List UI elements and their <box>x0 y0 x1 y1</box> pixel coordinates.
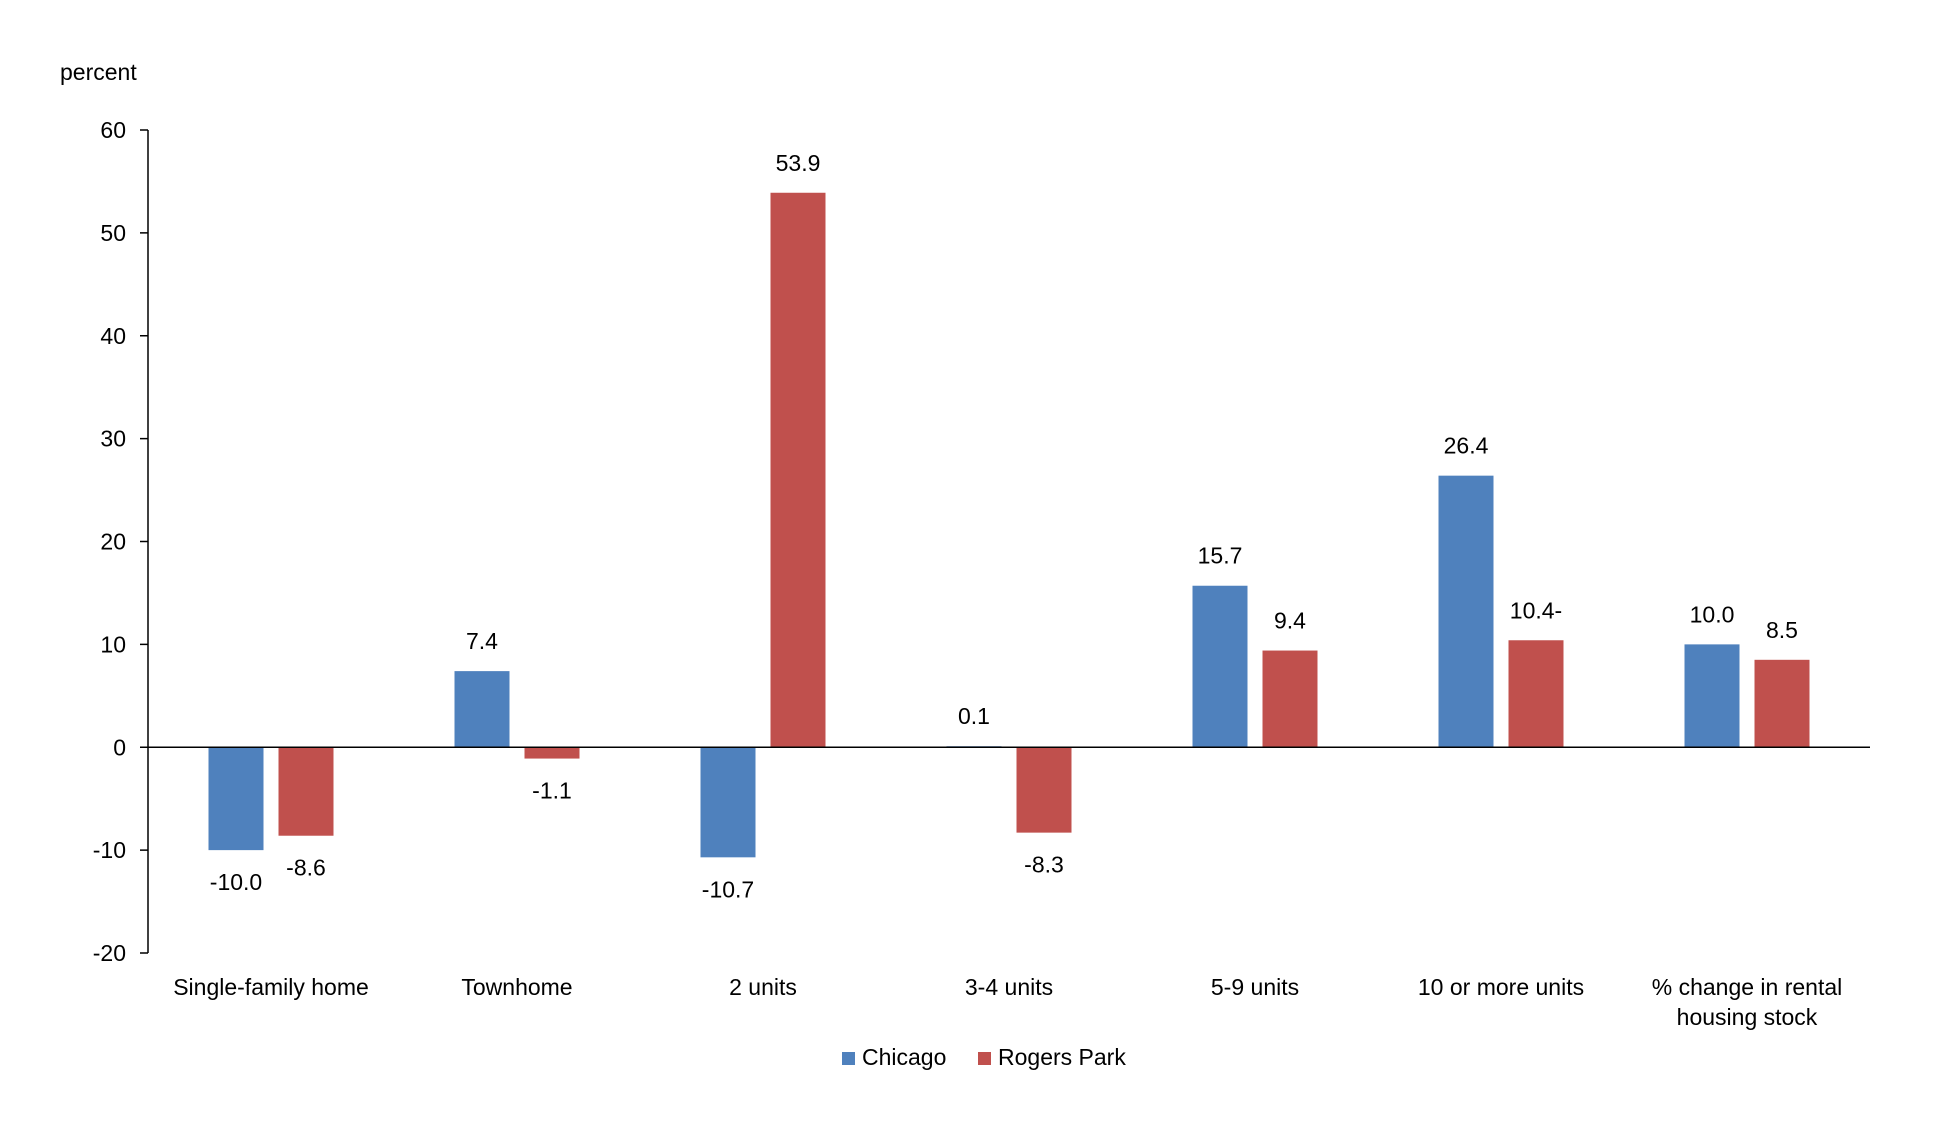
bar-rogers-park <box>770 192 826 748</box>
bar-rogers-park <box>1754 659 1810 748</box>
category-label-line: 2 units <box>729 974 797 1000</box>
category-label-line: 5-9 units <box>1211 974 1299 1000</box>
data-label: 10.0 <box>1690 601 1735 627</box>
category-label: Townhome <box>461 974 572 1000</box>
data-label: 0.1 <box>958 703 990 729</box>
data-label: 26.4 <box>1444 433 1489 459</box>
bar-chicago <box>700 747 756 858</box>
bar-rogers-park <box>1508 640 1564 748</box>
category-label-line: 10 or more units <box>1418 974 1584 1000</box>
data-label: 7.4 <box>466 628 498 654</box>
data-label: -8.3 <box>1024 852 1064 878</box>
y-tick-label: 0 <box>113 734 126 760</box>
bar-chicago <box>1438 475 1494 748</box>
category-label-line: housing stock <box>1677 1004 1818 1030</box>
legend-swatch <box>842 1052 855 1065</box>
y-tick-label: -20 <box>93 940 126 966</box>
category-label: 5-9 units <box>1211 974 1299 1000</box>
bar-chicago <box>208 747 264 851</box>
data-label: 9.4 <box>1274 608 1306 634</box>
data-label: -1.1 <box>532 778 572 804</box>
data-label: 53.9 <box>776 150 821 176</box>
bar-chicago <box>454 671 510 748</box>
data-label: 10.4- <box>1510 597 1562 623</box>
bar-rogers-park <box>524 747 580 759</box>
category-label-line: Single-family home <box>173 974 369 1000</box>
legend-label: Chicago <box>862 1044 946 1070</box>
y-tick-label: -10 <box>93 837 126 863</box>
bar-rogers-park <box>1016 747 1072 833</box>
y-tick-label: 20 <box>100 529 126 555</box>
legend-label: Rogers Park <box>998 1044 1126 1070</box>
category-label-line: Townhome <box>461 974 572 1000</box>
data-label: 15.7 <box>1198 543 1243 569</box>
bar-rogers-park <box>1262 650 1318 748</box>
data-label: -10.0 <box>210 869 262 895</box>
data-label: 8.5 <box>1766 617 1798 643</box>
category-label: Single-family home <box>173 974 369 1000</box>
legend: Chicago Rogers Park <box>842 1044 1126 1070</box>
axes <box>147 130 1870 953</box>
category-label-line: % change in rental <box>1652 974 1843 1000</box>
y-axis-ticks: -20 -10 0 10 20 30 40 50 60 <box>93 117 148 966</box>
y-axis-title: percent <box>60 59 137 85</box>
bar-rogers-park <box>278 747 334 836</box>
bar-chicago <box>1684 644 1740 748</box>
data-label: -8.6 <box>286 855 326 881</box>
y-tick-label: 40 <box>100 323 126 349</box>
y-tick-label: 50 <box>100 220 126 246</box>
bars <box>208 192 1810 858</box>
category-label: 2 units <box>729 974 797 1000</box>
category-label: 10 or more units <box>1418 974 1584 1000</box>
category-label-line: 3-4 units <box>965 974 1053 1000</box>
y-tick-label: 10 <box>100 631 126 657</box>
category-label: 3-4 units <box>965 974 1053 1000</box>
data-labels: -10.0 7.4 -10.7 0.1 15.7 26.4 10.0 -8.6 -1.1 53.9… <box>210 150 1798 903</box>
bar-chicago <box>1192 585 1248 748</box>
legend-swatch <box>978 1052 991 1065</box>
y-tick-label: 60 <box>100 117 126 143</box>
y-tick-label: 30 <box>100 426 126 452</box>
category-label: % change in rental housing stock <box>1652 974 1843 1030</box>
category-labels: Single-family home Townhome 2 units 3-4 uni… <box>173 974 1842 1030</box>
data-label: -10.7 <box>702 876 754 902</box>
